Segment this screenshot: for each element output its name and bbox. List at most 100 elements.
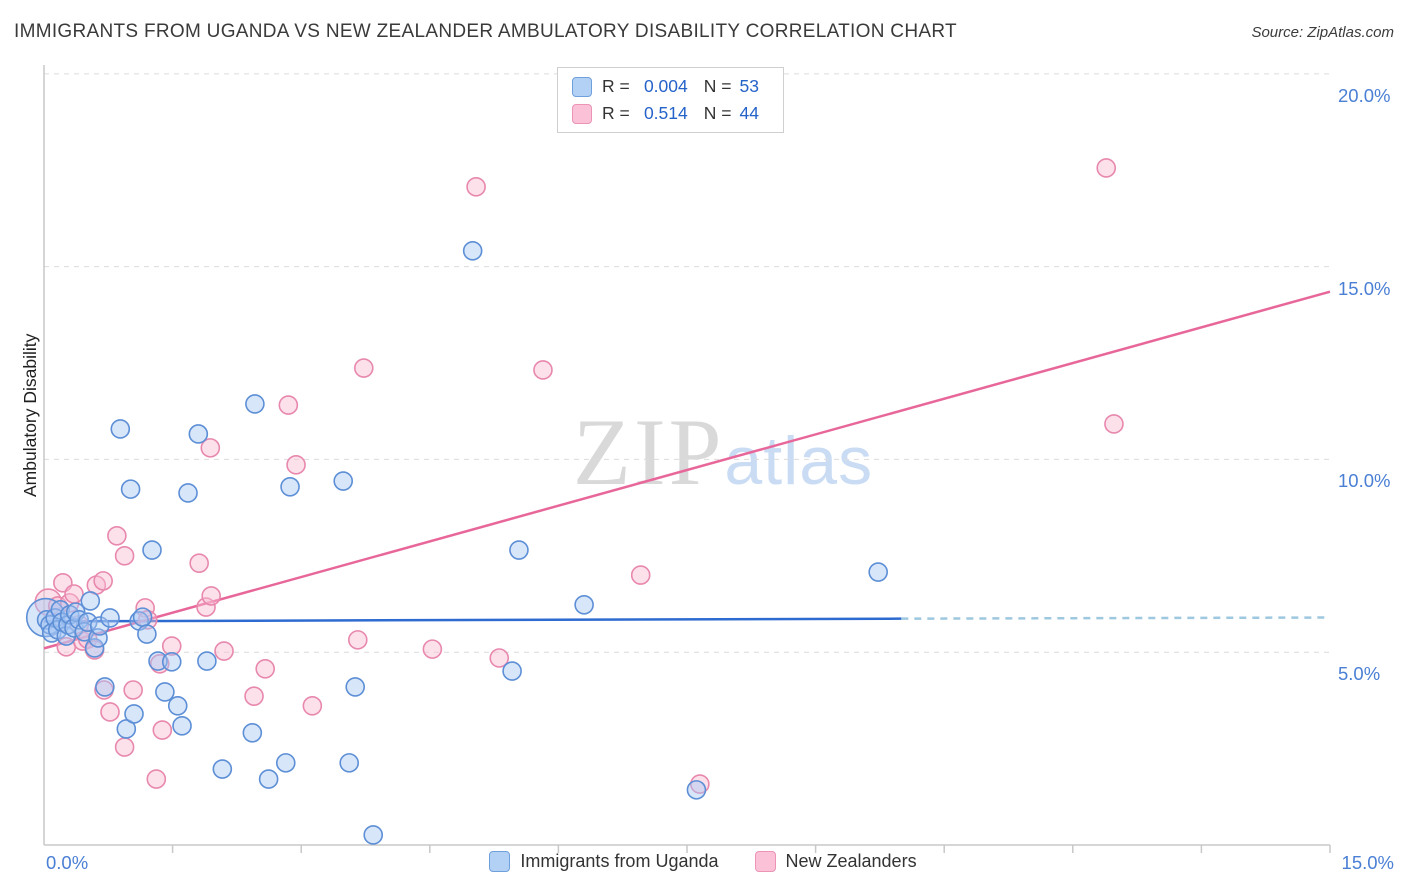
scatter-point-nz <box>1096 158 1117 178</box>
scatter-point-uganda <box>275 753 296 773</box>
uganda-legend-swatch <box>489 851 511 872</box>
scatter-point-nz <box>533 360 553 380</box>
scatter-point-nz <box>690 774 710 794</box>
scatter-point-nz <box>114 737 135 757</box>
scatter-point-uganda <box>132 607 153 627</box>
scatter-point-uganda <box>363 825 384 845</box>
y-axis-tick-label: 20.0% <box>1338 84 1391 106</box>
scatter-point-nz <box>466 177 486 197</box>
n-label: N = <box>703 76 732 96</box>
series-legend: Immigrants from Uganda New Zealanders <box>0 851 1406 872</box>
scatter-point-nz <box>255 658 275 679</box>
n-value-nz: 44 <box>739 103 759 123</box>
scatter-point-uganda <box>155 682 175 702</box>
scatter-point-nz <box>214 641 234 661</box>
scatter-point-uganda <box>80 591 101 611</box>
y-axis-tick-label: 15.0% <box>1338 277 1391 299</box>
n-label: N = <box>703 103 732 123</box>
scatter-point-nz <box>146 769 167 789</box>
scatter-point-uganda <box>868 562 888 582</box>
scatter-point-uganda <box>188 424 209 444</box>
scatter-point-uganda <box>197 651 217 671</box>
uganda-series-swatch <box>572 76 592 97</box>
scatter-point-nz <box>489 648 510 668</box>
scatter-point-nz <box>422 639 443 659</box>
scatter-point-nz <box>64 584 84 604</box>
x-axis-max-label: 15.0% <box>1341 852 1394 873</box>
r-label: R = <box>602 103 630 123</box>
legend-row-uganda: R = 0.004 N = 53 <box>572 76 769 97</box>
scatter-point-uganda <box>462 241 483 261</box>
scatter-point-nz <box>201 586 221 606</box>
legend-row-nz: R = 0.514 N = 44 <box>572 103 769 124</box>
scatter-point-uganda <box>280 477 300 497</box>
scatter-point-uganda <box>333 471 354 491</box>
scatter-point-uganda <box>502 661 522 681</box>
scatter-point-nz <box>100 702 120 722</box>
scatter-point-uganda <box>574 594 594 615</box>
scatter-point-nz <box>278 395 299 415</box>
scatter-point-uganda <box>167 696 188 716</box>
watermark-atlas: atlas <box>724 423 874 499</box>
scatter-point-uganda <box>124 704 144 724</box>
scatter-point-nz <box>123 680 143 700</box>
scatter-point-uganda <box>120 479 141 499</box>
n-value-uganda: 53 <box>739 76 759 96</box>
scatter-point-nz <box>302 696 323 716</box>
scatter-point-uganda <box>509 540 529 560</box>
scatter-point-uganda <box>178 483 198 503</box>
r-label: R = <box>602 76 630 96</box>
scatter-point-nz <box>1104 414 1124 434</box>
scatter-point-nz <box>286 455 306 475</box>
scatter-point-nz <box>630 565 651 585</box>
scatter-point-uganda <box>245 394 265 414</box>
scatter-point-nz <box>107 525 127 546</box>
x-axis-min-label: 0.0% <box>46 852 89 873</box>
scatter-point-uganda <box>345 677 366 697</box>
scatter-point-uganda <box>172 716 192 736</box>
scatter-point-nz <box>161 636 182 656</box>
scatter-point-uganda <box>161 652 182 672</box>
scatter-point-nz <box>93 571 113 591</box>
trend-line <box>43 290 1331 650</box>
source-attribution: Source: ZipAtlas.com <box>1251 24 1394 41</box>
y-axis-tick-label: 5.0% <box>1338 663 1381 685</box>
scatter-point-nz <box>347 630 368 650</box>
watermark-zip: ZIP <box>572 399 725 505</box>
scatter-point-uganda <box>148 651 168 671</box>
scatter-point-nz <box>189 553 209 573</box>
scatter-point-uganda <box>110 419 131 439</box>
scatter-point-uganda <box>95 677 115 697</box>
scatter-point-uganda <box>142 540 162 560</box>
nz-series-swatch <box>572 103 592 124</box>
legend-item-nz: New Zealanders <box>754 851 917 872</box>
scatter-point-uganda <box>77 612 98 632</box>
trend-line <box>43 617 902 623</box>
scatter-point-nz <box>196 597 216 617</box>
scatter-point-uganda <box>137 624 157 644</box>
scatter-point-uganda <box>100 608 120 628</box>
scatter-point-uganda <box>339 753 360 773</box>
r-value-nz: 0.514 <box>643 103 688 123</box>
scatter-point-uganda <box>242 723 263 743</box>
legend-item-uganda: Immigrants from Uganda <box>489 851 719 872</box>
scatter-point-uganda <box>686 780 707 800</box>
scatter-point-nz <box>200 438 221 458</box>
zipatlas-watermark: ZIP atlas <box>573 397 873 507</box>
scatter-point-uganda <box>89 616 110 636</box>
scatter-point-uganda <box>212 759 233 779</box>
scatter-point-nz <box>353 358 374 378</box>
r-value-uganda: 0.004 <box>643 76 688 96</box>
correlation-stats-legend: R = 0.004 N = 53 R = 0.514 N = 44 <box>557 67 785 133</box>
nz-legend-label: New Zealanders <box>785 851 917 871</box>
trend-line-extension <box>901 616 1331 620</box>
scatter-point-nz <box>114 546 135 566</box>
scatter-point-nz <box>244 686 264 706</box>
scatter-point-nz <box>152 720 173 740</box>
scatter-point-uganda <box>258 769 279 789</box>
nz-legend-swatch <box>754 851 776 872</box>
uganda-legend-label: Immigrants from Uganda <box>520 851 719 871</box>
y-axis-tick-label: 10.0% <box>1338 470 1391 492</box>
chart-title: IMMIGRANTS FROM UGANDA VS NEW ZEALANDER … <box>14 21 957 42</box>
